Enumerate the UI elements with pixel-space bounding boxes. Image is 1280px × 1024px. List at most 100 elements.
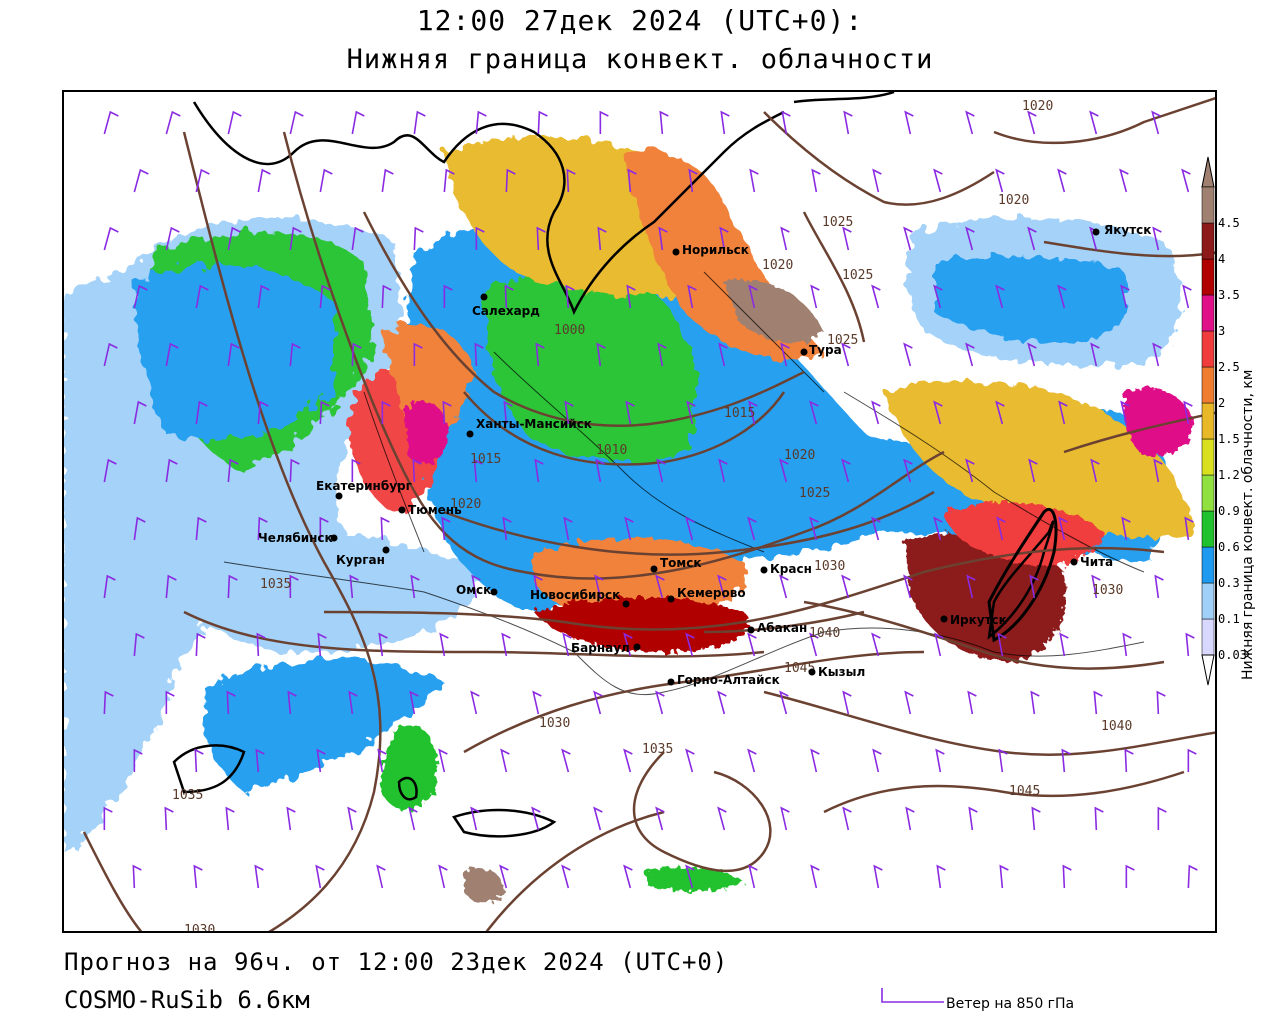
- city-kyzyl: Кызыл: [808, 665, 865, 679]
- wind-barb: [133, 632, 145, 657]
- isobar-label: 1020: [450, 497, 481, 512]
- colorbar-swatch: [1201, 258, 1215, 296]
- wind-barb: [685, 864, 695, 889]
- wind-barb: [561, 864, 571, 889]
- wind-barb: [533, 574, 543, 599]
- wind-barb: [871, 400, 881, 425]
- city-irkutsk: Иркутск: [940, 613, 1007, 627]
- wind-barb: [904, 110, 914, 135]
- wind-barb: [1058, 400, 1068, 425]
- colorbar-tick-label: 4: [1218, 252, 1225, 266]
- colorbar-tick-label: 0.3: [1218, 576, 1240, 590]
- wind-barb: [780, 806, 790, 831]
- wind-barb: [593, 806, 603, 831]
- wind-barb: [164, 806, 174, 831]
- city-salekhard: Салехард: [472, 293, 540, 318]
- wind-barb: [809, 632, 819, 657]
- wind-barb: [903, 574, 913, 599]
- cloud-area-magenta-east: [1123, 388, 1194, 456]
- wind-barb: [1029, 574, 1039, 599]
- wind-barb: [1057, 284, 1067, 309]
- cloud-area-magenta-urals: [404, 401, 449, 464]
- city-tura: Тура: [800, 343, 842, 357]
- map-parameter-title: Нижняя граница конвект. облачности: [346, 44, 934, 75]
- colorbar-swatch: [1201, 186, 1215, 224]
- city-khanty-mansiysk: Ханты-Мансийск: [466, 417, 592, 438]
- wind-barb: [227, 110, 242, 135]
- colorbar-swatch: [1201, 366, 1215, 404]
- svg-text:Чита: Чита: [1080, 555, 1113, 569]
- wind-barb: [623, 632, 633, 657]
- wind-barb: [1093, 690, 1103, 715]
- city-abakan: Абакан: [747, 621, 807, 635]
- wind-barb: [475, 110, 487, 135]
- wind-barb: [378, 632, 388, 657]
- wind-barb: [1124, 748, 1134, 773]
- wind-barb: [165, 342, 179, 367]
- cloud-area-darkred-baikal: [904, 532, 1067, 662]
- colorbar-tick-label: 2: [1218, 396, 1225, 410]
- wind-barb: [351, 226, 364, 251]
- wind-barb: [933, 516, 943, 541]
- colorbar-swatch: [1201, 582, 1215, 620]
- wind-barb: [1027, 110, 1037, 135]
- wind-barb: [103, 110, 119, 135]
- border-layer: [223, 271, 1145, 696]
- wind-barb: [470, 806, 480, 831]
- cloud-area-orange-east: [884, 381, 1194, 536]
- isobar-line: [485, 810, 665, 931]
- isobar-line: [1043, 240, 1215, 258]
- wind-barb: [413, 110, 426, 135]
- wind-barb: [257, 516, 268, 541]
- coastline-caspian: [172, 744, 246, 794]
- wind-barb: [873, 864, 883, 889]
- wind-barb: [811, 168, 821, 193]
- colorbar-tick-label: 3: [1218, 324, 1225, 338]
- wind-barb: [408, 806, 418, 831]
- svg-text:Кызыл: Кызыл: [818, 665, 865, 679]
- wind-barb: [626, 284, 636, 309]
- wind-barb: [441, 516, 451, 541]
- isobar-line: [282, 131, 945, 580]
- wind-barb: [779, 458, 789, 483]
- region-border-north: [703, 271, 825, 393]
- wind-barb: [996, 516, 1006, 541]
- wind-barb: [748, 284, 758, 309]
- wind-barb: [810, 284, 820, 309]
- wind-barb: [623, 864, 633, 889]
- wind-barb: [719, 226, 729, 251]
- isobar-line: [993, 97, 1215, 145]
- wind-barb: [747, 748, 757, 773]
- wind-barb: [409, 690, 419, 715]
- wind-barb: [1027, 226, 1037, 251]
- wind-barb: [686, 400, 696, 425]
- wind-barb: [1181, 168, 1191, 193]
- wind-barb: [471, 574, 481, 599]
- wind-barb: [257, 400, 269, 425]
- wind-barb: [195, 632, 206, 657]
- wind-barb-layer: [103, 110, 1198, 889]
- wind-barb: [289, 458, 300, 483]
- wind-barb: [349, 574, 359, 599]
- wind-barb: [747, 516, 757, 541]
- wind-barb: [565, 284, 575, 309]
- wind-barb: [871, 632, 881, 657]
- svg-text:Ханты-Мансийск: Ханты-Мансийск: [476, 417, 592, 431]
- wind-barb: [505, 168, 516, 193]
- svg-text:Кемерово: Кемерово: [677, 586, 746, 600]
- svg-text:Салехард: Салехард: [472, 304, 540, 318]
- svg-text:Абакан: Абакан: [757, 621, 807, 635]
- wind-barb: [717, 806, 727, 831]
- coastline-aral: [397, 776, 418, 801]
- wind-barb: [1120, 400, 1130, 425]
- colorbar-title: Нижняя граница конвект. облачности, км: [1240, 369, 1256, 680]
- wind-barb: [225, 806, 235, 831]
- wind-barb: [475, 226, 485, 250]
- coastline-north: [192, 101, 785, 316]
- colorbar-tick-label: 0.9: [1218, 504, 1240, 518]
- baikal-contour: [987, 508, 1058, 643]
- wind-barb-icon: [881, 988, 944, 1003]
- wind-barb: [995, 284, 1005, 309]
- isobar-label: 1030: [814, 559, 845, 574]
- country-border-south: [223, 561, 1145, 696]
